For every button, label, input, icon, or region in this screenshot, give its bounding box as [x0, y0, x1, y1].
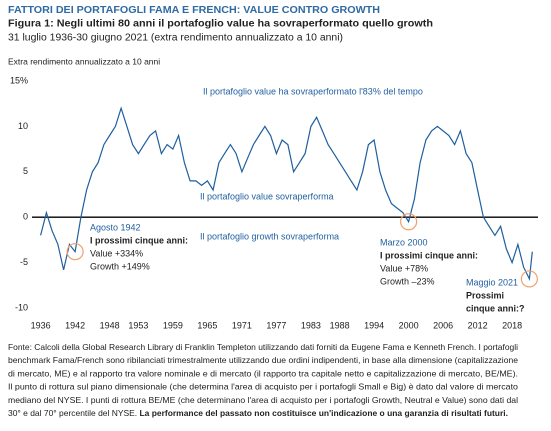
x-tick-label: 1953: [128, 320, 148, 330]
annotation: I prossimi cinque anni:: [90, 235, 188, 245]
footnote-line: benchmark Fama/French sono ribilanciati …: [8, 355, 518, 365]
y-tick-label: -10: [15, 302, 28, 312]
footnote-line: di mercato, ME) e al rapporto tra valore…: [8, 369, 518, 379]
x-tick-label: 1965: [197, 320, 217, 330]
y-tick-label: 0: [23, 212, 28, 222]
y-tick-label: -5: [20, 257, 28, 267]
annotation: I prossimi cinque anni:: [380, 250, 478, 260]
annotation: Il portafoglio value sovraperforma: [200, 191, 334, 201]
footnote-text: Fonte: Calcoli della Global Research Lib…: [8, 342, 518, 352]
x-tick-label: 1994: [364, 320, 384, 330]
annotation: Value +78%: [380, 263, 428, 273]
annotation: Growth +149%: [90, 261, 150, 271]
footnote-text: benchmark Fama/French sono ribilanciati …: [8, 355, 518, 365]
annotation: Il portafoglio value ha sovraperformato …: [203, 86, 423, 96]
annotation: cinque anni:?: [466, 303, 525, 313]
footnote-line: Fonte: Calcoli della Global Research Lib…: [8, 342, 518, 352]
annotation: Value +334%: [90, 248, 143, 258]
line-series: [40, 106, 533, 282]
annotation: Agosto 1942: [90, 222, 141, 232]
chart-subtitle: 31 luglio 1936-30 giugno 2021 (extra ren…: [8, 33, 343, 44]
x-tick-label: 2006: [433, 320, 453, 330]
x-tick-label: 1942: [65, 320, 85, 330]
x-tick-label: 1971: [232, 320, 252, 330]
footnote-text: di mercato, ME) e al rapporto tra valore…: [8, 369, 518, 379]
y-tick-label: 15%: [10, 75, 28, 85]
footnote-line: 30° e dal 70° percentile del NYSE. La pe…: [8, 408, 508, 418]
y-axis-label: Extra rendimento annualizzato a 10 anni: [8, 56, 160, 66]
x-tick-label: 1948: [100, 320, 120, 330]
annotation: Prossimi: [466, 290, 504, 300]
footnote-text: 30° e dal 70° percentile del NYSE.: [8, 408, 139, 418]
annotation: Il portafoglio growth sovraperforma: [200, 231, 339, 241]
x-tick-label: 1959: [163, 320, 183, 330]
annotation: Maggio 2021: [466, 277, 518, 287]
x-tick-label: 2000: [399, 320, 419, 330]
footnote-line: mediano del NYSE. I punti di rottura BE/…: [8, 395, 518, 405]
highlight-circle: [66, 243, 84, 261]
annotation: Marzo 2000: [380, 237, 428, 247]
y-tick-label: 5: [23, 166, 28, 176]
annotation: Growth –23%: [380, 276, 435, 286]
header: FATTORI DEI PORTAFOGLI FAMA E FRENCH: VA…: [8, 4, 380, 16]
chart-title: Figura 1: Negli ultimi 80 anni il portaf…: [8, 19, 433, 30]
footnote-line: Il punto di rottura sul piano dimensiona…: [8, 382, 518, 392]
highlight-circle: [400, 213, 418, 231]
x-tick-label: 2018: [502, 320, 522, 330]
x-tick-label: 2012: [468, 320, 488, 330]
x-tick-label: 1988: [330, 320, 350, 330]
y-tick-label: 10: [18, 121, 28, 131]
x-tick-label: 1977: [266, 320, 286, 330]
x-tick-label: 1936: [31, 320, 51, 330]
footnote-bold: La performance del passato non costituis…: [139, 408, 508, 418]
footnote-text: mediano del NYSE. I punti di rottura BE/…: [8, 395, 518, 405]
footnote-text: Il punto di rottura sul piano dimensiona…: [8, 382, 518, 392]
highlight-circle: [520, 270, 538, 288]
x-tick-label: 1983: [301, 320, 321, 330]
